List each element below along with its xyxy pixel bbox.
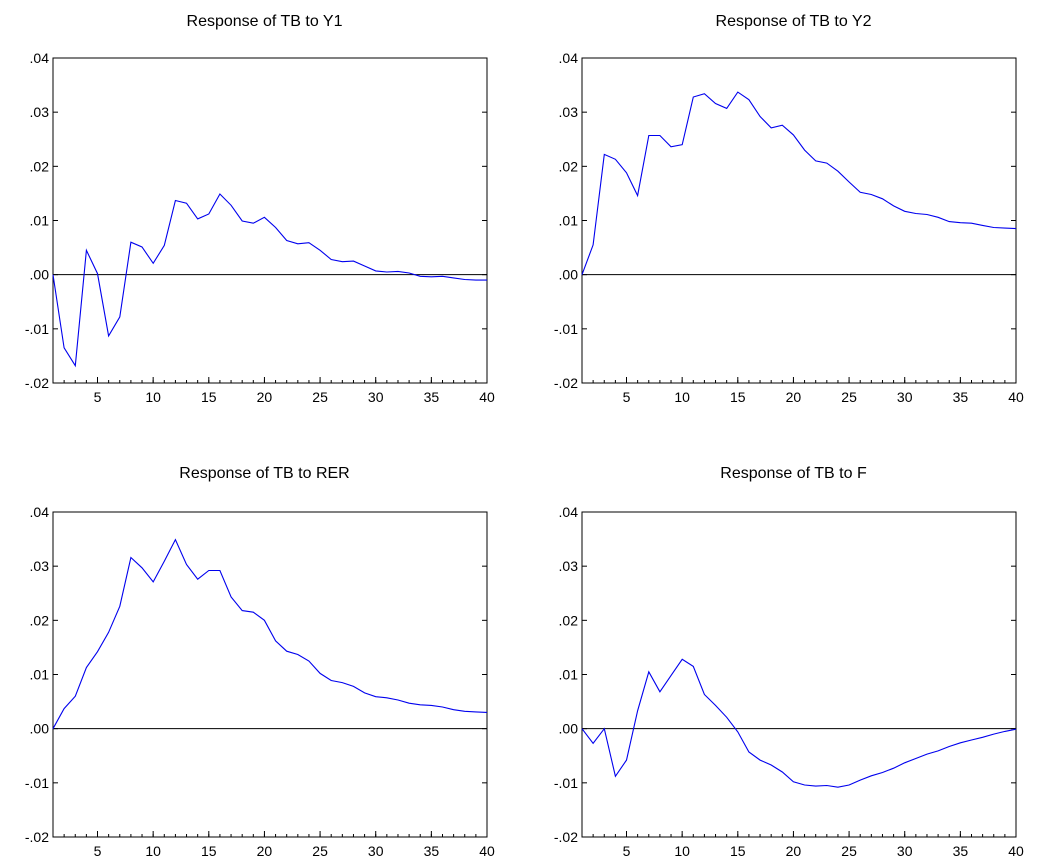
- x-tick-label: 35: [424, 389, 440, 405]
- x-tick-label: 25: [312, 389, 328, 405]
- y-tick-label: -.01: [25, 775, 49, 791]
- chart-panel-tb-rer: Response of TB to RER .04 .03 .02 .01 .00 -.0…: [0, 432, 529, 865]
- y-tick-label: .02: [30, 612, 50, 628]
- x-tick-label: 40: [479, 389, 495, 405]
- y-tick-label: -.02: [554, 829, 578, 845]
- chart-plot: .04 .03 .02 .01 .00 -.01 -.02 5 10 15 20 25 30 35 40: [25, 504, 495, 859]
- y-tick-label: .03: [30, 104, 50, 120]
- x-tick-label: 25: [841, 843, 857, 859]
- response-line: [52, 538, 488, 729]
- y-tick-label: .00: [30, 721, 50, 737]
- x-tick-label: 40: [1008, 843, 1024, 859]
- y-tick-label: .00: [30, 267, 50, 283]
- x-tick-label: 40: [479, 843, 495, 859]
- x-tick-label: 20: [257, 389, 273, 405]
- x-tick-label: 5: [623, 389, 631, 405]
- response-line: [52, 193, 487, 368]
- x-tick-label: 35: [953, 843, 969, 859]
- y-tick-label: -.01: [25, 321, 49, 337]
- y-tick-label: .02: [559, 158, 579, 174]
- x-tick-label: 5: [94, 389, 102, 405]
- y-tick-label: .01: [30, 667, 50, 683]
- plot-frame: [581, 511, 1017, 838]
- x-tick-label: 15: [730, 389, 746, 405]
- x-tick-label: 30: [897, 843, 913, 859]
- x-tick-label: 10: [674, 843, 690, 859]
- y-tick-label: -.02: [25, 375, 49, 391]
- chart-panel-tb-f: Response of TB to F .04 .03 .02 .01 .00 -.01 -…: [529, 432, 1058, 865]
- x-tick-label: 35: [424, 843, 440, 859]
- y-tick-label: .03: [559, 558, 579, 574]
- y-tick-label: .04: [559, 50, 579, 66]
- y-tick-label: .01: [559, 667, 579, 683]
- y-tick-label: .02: [559, 612, 579, 628]
- chart-plot: .04 .03 .02 .01 .00 -.01 -.02 5 10 15 20 25 30 35 40: [554, 504, 1024, 859]
- y-tick-label: .03: [30, 558, 50, 574]
- y-tick-label: .03: [559, 104, 579, 120]
- y-tick-label: .04: [30, 50, 50, 66]
- response-line: [581, 658, 1017, 788]
- x-tick-label: 15: [730, 843, 746, 859]
- chart-title: Response of TB to F: [720, 465, 867, 482]
- x-tick-label: 30: [368, 843, 384, 859]
- plot-frame: [581, 57, 1017, 384]
- x-tick-label: 25: [841, 389, 857, 405]
- x-tick-label: 5: [623, 843, 631, 859]
- x-tick-label: 25: [312, 843, 328, 859]
- x-tick-label: 40: [1008, 389, 1024, 405]
- chart-plot: .04 .03 .02 .01 .00 -.01 -.02 5 10 15 20 25 30 35 40: [25, 50, 495, 405]
- x-tick-label: 35: [953, 389, 969, 405]
- y-tick-label: .02: [30, 158, 50, 174]
- y-tick-label: -.02: [25, 829, 49, 845]
- plot-frame: [52, 511, 488, 838]
- y-tick-label: .00: [559, 267, 579, 283]
- y-tick-label: -.01: [554, 321, 578, 337]
- y-tick-label: .01: [559, 213, 579, 229]
- y-tick-label: .00: [559, 721, 579, 737]
- chart-panel-tb-y2: Response of TB to Y2 .04 .03 .02 .01 .00 -.01…: [529, 0, 1058, 432]
- x-tick-label: 10: [145, 389, 161, 405]
- x-tick-label: 10: [674, 389, 690, 405]
- plot-frame: [52, 57, 488, 384]
- x-tick-label: 30: [368, 389, 384, 405]
- response-line: [581, 91, 1017, 275]
- y-tick-label: -.01: [554, 775, 578, 791]
- chart-plot: .04 .03 .02 .01 .00 -.01 -.02 5 10 15 20 25 30 35 40: [554, 50, 1024, 405]
- y-tick-label: .04: [30, 504, 50, 520]
- chart-title: Response of TB to Y1: [186, 13, 343, 30]
- x-tick-label: 20: [786, 843, 802, 859]
- y-tick-label: -.02: [554, 375, 578, 391]
- y-tick-label: .01: [30, 213, 50, 229]
- x-tick-label: 15: [201, 389, 217, 405]
- chart-panel-tb-y1: Response of TB to Y1 .04 .03 .02 .01 .00 -.01…: [0, 0, 529, 432]
- x-tick-label: 20: [257, 843, 273, 859]
- x-tick-label: 20: [786, 389, 802, 405]
- chart-title: Response of TB to RER: [179, 465, 350, 482]
- x-tick-label: 15: [201, 843, 217, 859]
- y-tick-label: .04: [559, 504, 579, 520]
- x-tick-label: 30: [897, 389, 913, 405]
- x-tick-label: 10: [145, 843, 161, 859]
- chart-title: Response of TB to Y2: [715, 13, 872, 30]
- x-tick-label: 5: [94, 843, 102, 859]
